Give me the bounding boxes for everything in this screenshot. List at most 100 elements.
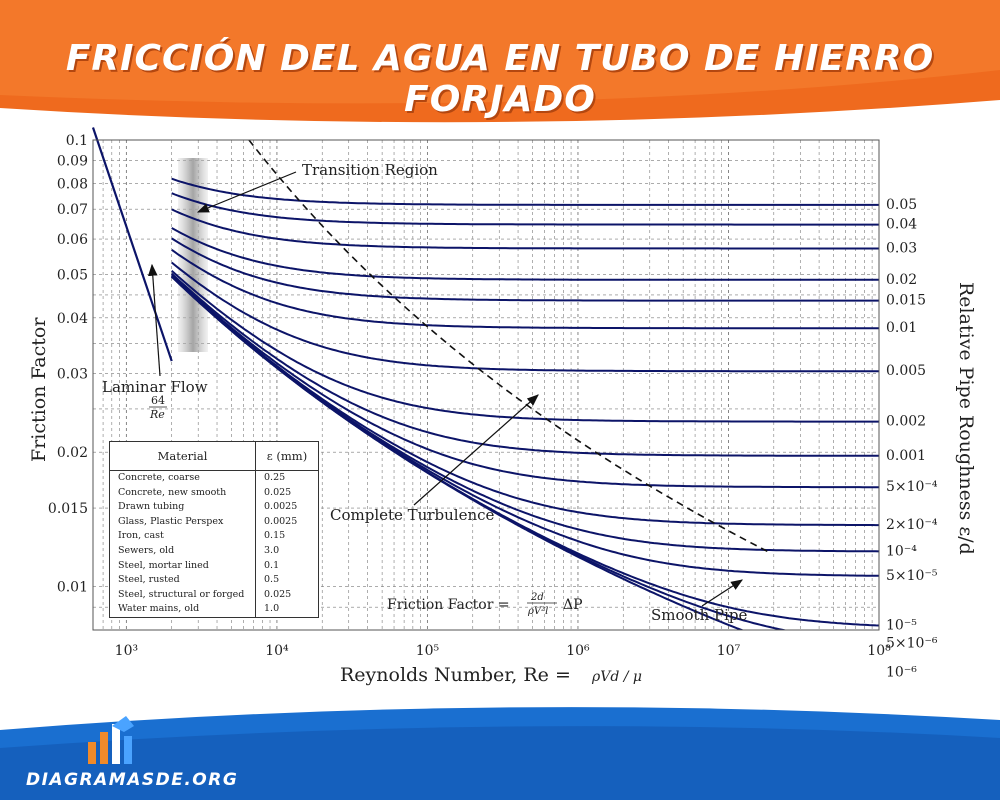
- footer-banner: [0, 707, 1000, 800]
- y-tick-label: 0.04: [57, 311, 88, 327]
- laminar-formula-den: Re: [149, 408, 165, 421]
- roughness-value: 1.0: [255, 602, 318, 617]
- smooth-pipe-arrow: [701, 579, 744, 607]
- roughness-value: 0.25: [255, 470, 318, 486]
- laminar-label: Laminar Flow: [102, 378, 208, 396]
- roughness-label: 10⁻⁴: [886, 543, 917, 559]
- table-row: Steel, structural or forged 0.025: [110, 587, 318, 603]
- roughness-label: 2×10⁻⁴: [886, 517, 938, 533]
- material-name: Drawn tubing: [118, 501, 185, 513]
- table-row: Steel, mortar lined 0.1: [110, 558, 318, 574]
- table-row: Concrete, coarse 0.25: [110, 470, 318, 486]
- material-name: Glass, Plastic Perspex: [118, 515, 224, 527]
- laminar-line: [91, 127, 173, 362]
- friction-formula-prefix: Friction Factor =: [387, 597, 510, 613]
- roughness-value: 3.0: [255, 543, 318, 559]
- roughness-value: 0.0025: [255, 514, 318, 530]
- y-tick-label: 0.03: [57, 367, 88, 383]
- y-tick-label: 0.01: [57, 580, 88, 596]
- roughness-curve: [171, 274, 879, 489]
- y-tick-label: 0.06: [57, 232, 88, 248]
- roughness-curve: [171, 248, 879, 330]
- roughness-label: 0.03: [886, 240, 917, 256]
- table-row: Concrete, new smooth 0.025: [110, 485, 318, 501]
- complete-turbulence-line: [247, 140, 768, 553]
- y-tick-label: 0.09: [57, 153, 88, 169]
- y-tick-label: 0.015: [48, 501, 88, 517]
- roughness-curve: [171, 177, 879, 206]
- roughness-label: 0.04: [886, 217, 917, 233]
- material-name: Concrete, new smooth: [118, 486, 227, 498]
- roughness-label: 0.02: [886, 272, 917, 288]
- material-name: Sewers, old: [118, 544, 175, 556]
- roughness-label: 0.001: [886, 448, 926, 464]
- y-axis-label: Friction Factor: [28, 317, 50, 462]
- brand-logo: [88, 716, 134, 764]
- friction-formula-num: 2d: [530, 592, 544, 603]
- roughness-label: 0.01: [886, 320, 917, 336]
- roughness-value: 0.0025: [255, 500, 318, 515]
- roughness-curve: [171, 192, 879, 226]
- table-row: Drawn tubing 0.0025: [110, 500, 318, 515]
- roughness-label: 0.05: [886, 197, 917, 213]
- right-axis-label: Relative Pipe Roughness ε/d: [955, 282, 977, 555]
- roughness-label: 5×10⁻⁴: [886, 479, 938, 495]
- roughness-label: 5×10⁻⁶: [886, 635, 938, 651]
- table-row: Iron, cast 0.15: [110, 529, 318, 544]
- table-row: Sewers, old 3.0: [110, 543, 318, 559]
- roughness-label: 0.005: [886, 363, 926, 379]
- x-axis-formula: ρVd / μ: [591, 669, 642, 685]
- turbulence-label: Complete Turbulence: [330, 506, 495, 524]
- roughness-value: 0.5: [255, 573, 318, 588]
- transition-label: Transition Region: [302, 161, 438, 179]
- x-tick-label: 10⁵: [416, 643, 440, 659]
- transition-arrow: [196, 171, 297, 213]
- smooth-pipe-label: Smooth Pipe: [651, 606, 748, 624]
- material-name: Steel, mortar lined: [118, 559, 209, 571]
- brand-name: DIAGRAMASDE.ORG: [26, 770, 239, 790]
- roughness-curve: [171, 261, 879, 373]
- roughness-labels: 0.05 0.04 0.03 0.02 0.015 0.01 0.005 0.002 0.001…: [886, 197, 938, 680]
- table-row: Water mains, old 1.0: [110, 602, 318, 617]
- y-tick-label: 0.02: [57, 445, 88, 461]
- material-name: Iron, cast: [118, 530, 164, 542]
- y-tick-label: 0.07: [57, 202, 88, 218]
- y-tick-labels: 0.1 0.09 0.08 0.07 0.06 0.05 0.04 0.03 0.02 0.015…: [48, 133, 88, 596]
- page-title: FRICCIÓN DEL AGUA EN TUBO DE HIERRO FORJ…: [65, 38, 935, 120]
- y-tick-label: 0.08: [57, 176, 88, 192]
- x-tick-label: 10⁷: [717, 643, 741, 659]
- roughness-value: 0.1: [255, 558, 318, 574]
- table-header-roughness: ε (mm): [255, 442, 318, 471]
- roughness-label: 0.015: [886, 293, 926, 309]
- table-row: Steel, rusted 0.5: [110, 573, 318, 588]
- plot-frame: [92, 139, 880, 631]
- roughness-curve: [171, 227, 879, 281]
- roughness-curve: [171, 272, 879, 457]
- table-row: Glass, Plastic Perspex 0.0025: [110, 514, 318, 530]
- material-name: Water mains, old: [118, 603, 200, 615]
- laminar-arrow: [147, 263, 161, 377]
- x-axis-label: Reynolds Number, Re =: [340, 664, 571, 686]
- x-tick-labels: 10³ 10⁴ 10⁵ 10⁶ 10⁷ 10⁸: [115, 643, 891, 659]
- roughness-curve: [171, 275, 745, 630]
- material-name: Steel, structural or forged: [118, 588, 245, 600]
- roughness-curve: [171, 237, 879, 302]
- roughness-curve: [171, 269, 879, 423]
- x-tick-label: 10⁶: [566, 643, 590, 659]
- roughness-label: 0.002: [886, 414, 926, 430]
- laminar-formula-num: 64: [151, 394, 165, 407]
- roughness-label: 10⁻⁶: [886, 664, 917, 680]
- y-tick-label: 0.1: [66, 133, 88, 149]
- roughness-label: 10⁻⁵: [886, 618, 917, 634]
- table-header-material: Material: [110, 442, 256, 471]
- header-banner: [0, 0, 1000, 125]
- friction-formula-den: ρV²l: [527, 606, 548, 617]
- x-tick-label: 10⁸: [867, 643, 891, 659]
- y-tick-label: 0.05: [57, 267, 88, 283]
- roughness-label: 5×10⁻⁵: [886, 568, 938, 584]
- friction-formula-suffix: ΔP: [563, 597, 583, 613]
- materials-table: Material ε (mm) Concrete, coarse 0.25 Conc…: [109, 441, 319, 618]
- material-name: Steel, rusted: [118, 574, 180, 586]
- turbulence-arrow: [413, 394, 539, 506]
